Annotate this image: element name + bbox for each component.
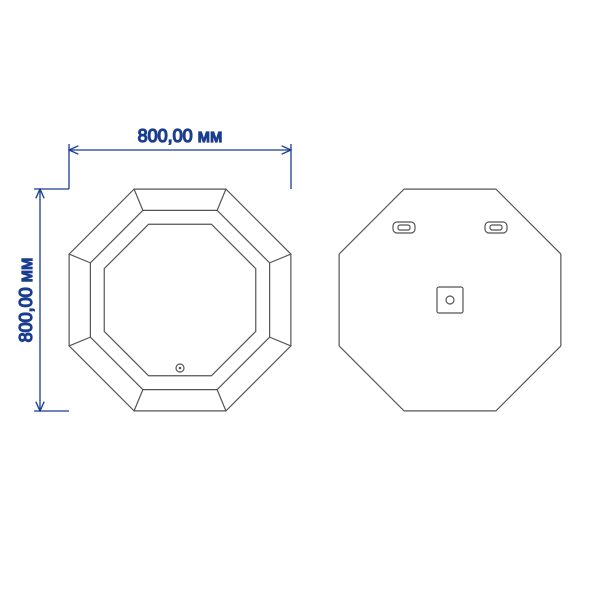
technical-drawing-svg: 800,00 мм 800,00 мм [0,0,600,600]
center-hole-icon [446,296,454,304]
left-oct-inner [104,224,256,376]
left-oct-mid [90,210,269,389]
dim-height-label: 800,00 мм [16,258,36,343]
left-front-view [69,189,291,411]
left-oct-outer [69,189,291,411]
mount-bracket-right [485,222,507,233]
dimensions: 800,00 мм 800,00 мм [16,126,291,411]
drawing-canvas: 800,00 мм 800,00 мм [0,0,600,600]
dim-width-label: 800,00 мм [138,126,223,146]
center-mount-box [437,287,463,313]
mount-bracket-left [393,222,415,233]
right-back-view [339,189,561,411]
right-oct-outer [339,189,561,411]
